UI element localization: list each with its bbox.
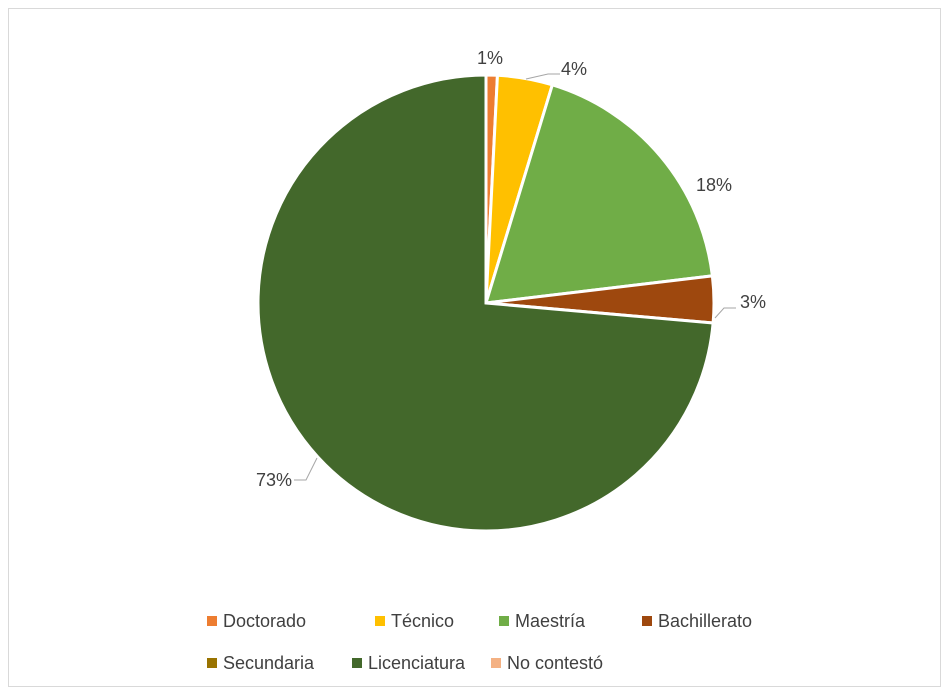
legend-item-tecnico: Técnico xyxy=(375,611,454,631)
legend-item-bachillerato: Bachillerato xyxy=(642,611,752,631)
legend-label-bachillerato: Bachillerato xyxy=(658,611,752,631)
legend-label-tecnico: Técnico xyxy=(391,611,454,631)
legend-swatch-secundaria xyxy=(207,658,217,668)
legend-item-licenciatura: Licenciatura xyxy=(352,653,466,673)
data-label-doctorado: 1% xyxy=(477,48,503,68)
legend-swatch-maestria xyxy=(499,616,509,626)
data-labels: 1% 4% 18% 3% 73% xyxy=(256,48,766,490)
legend-label-licenciatura: Licenciatura xyxy=(368,653,466,673)
legend-item-no-contesto: No contestó xyxy=(491,653,603,673)
legend-swatch-licenciatura xyxy=(352,658,362,668)
data-label-bachillerato: 3% xyxy=(740,292,766,312)
leader-line-licenciatura xyxy=(294,457,318,481)
legend-swatch-no-contesto xyxy=(491,658,501,668)
legend-label-no-contesto: No contestó xyxy=(507,653,603,673)
leader-lines xyxy=(294,73,736,481)
leader-line-bachillerato xyxy=(714,307,736,319)
legend-label-doctorado: Doctorado xyxy=(223,611,306,631)
legend-swatch-bachillerato xyxy=(642,616,652,626)
legend-swatch-doctorado xyxy=(207,616,217,626)
legend-item-doctorado: Doctorado xyxy=(207,611,306,631)
data-label-maestria: 18% xyxy=(696,175,732,195)
leader-line-tecnico xyxy=(525,73,560,80)
pie-slices xyxy=(256,73,716,533)
pie-slice-licenciatura xyxy=(256,73,715,533)
legend-item-secundaria: Secundaria xyxy=(207,653,315,673)
legend-label-secundaria: Secundaria xyxy=(223,653,315,673)
legend-item-maestria: Maestría xyxy=(499,611,586,631)
legend: Doctorado Técnico Maestría Bachillerato Secu… xyxy=(207,611,752,673)
legend-label-maestria: Maestría xyxy=(515,611,586,631)
data-label-tecnico: 4% xyxy=(561,59,587,79)
pie-slice-maestria xyxy=(483,82,715,305)
legend-swatch-tecnico xyxy=(375,616,385,626)
data-label-licenciatura: 73% xyxy=(256,470,292,490)
